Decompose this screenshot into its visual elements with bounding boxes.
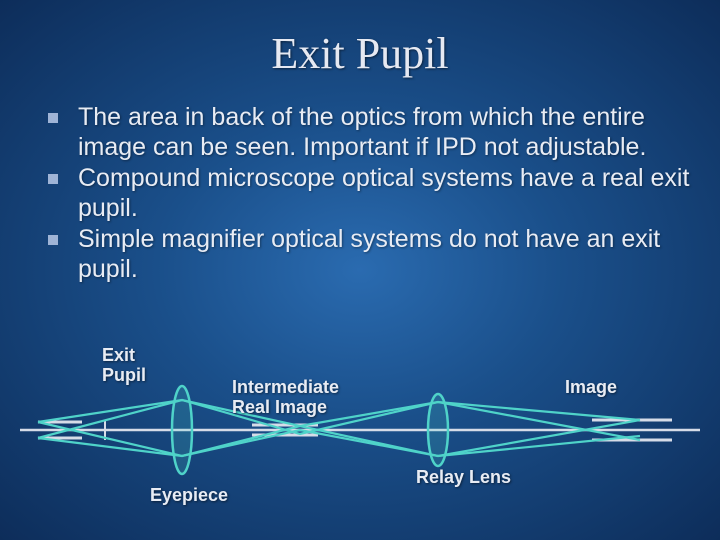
label-intermediate: Intermediate Real Image	[232, 378, 339, 418]
bullet-item: The area in back of the optics from whic…	[78, 103, 692, 162]
label-image: Image	[565, 378, 617, 398]
label-exit-pupil: Exit Pupil	[102, 346, 146, 386]
label-text: Exit	[102, 345, 135, 365]
label-relay-lens: Relay Lens	[416, 468, 511, 488]
label-text: Pupil	[102, 365, 146, 385]
bullet-list: The area in back of the optics from whic…	[0, 79, 720, 284]
optics-diagram: Exit Pupil Intermediate Real Image Image…	[0, 336, 720, 512]
label-text: Real Image	[232, 397, 327, 417]
slide-title: Exit Pupil	[0, 0, 720, 79]
label-eyepiece: Eyepiece	[150, 486, 228, 506]
bullet-item: Compound microscope optical systems have…	[78, 164, 692, 223]
bullet-item: Simple magnifier optical systems do not …	[78, 225, 692, 284]
label-text: Intermediate	[232, 377, 339, 397]
